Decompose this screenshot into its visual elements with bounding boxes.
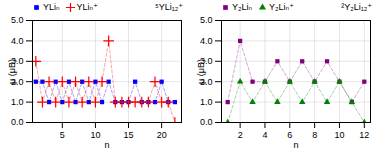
svg-text:μ (μB): μ (μB) (196, 59, 206, 84)
svg-text:5.0: 5.0 (200, 15, 213, 25)
svg-text:4.0: 4.0 (11, 36, 24, 46)
svg-text:3.0: 3.0 (11, 56, 24, 67)
svg-text:15: 15 (124, 130, 134, 140)
svg-text:μ (μB): μ (μB) (7, 59, 17, 84)
svg-text:0.0: 0.0 (11, 117, 24, 127)
svg-text:2: 2 (238, 130, 243, 140)
svg-text:n: n (104, 140, 109, 150)
html-text:Y₂Liₙ: Y₂Liₙ (232, 2, 253, 12)
html-text:YLiₙ: YLiₙ (43, 2, 60, 12)
html-text:²Y₂Li₁₂⁺: ²Y₂Li₁₂⁺ (341, 2, 372, 12)
svg-text:4: 4 (262, 130, 267, 140)
svg-text:1.0: 1.0 (11, 97, 24, 107)
svg-text:8: 8 (312, 130, 317, 140)
svg-text:6: 6 (287, 130, 292, 140)
svg-text:n: n (293, 140, 298, 150)
html-text:Y₂Liₙ⁺: Y₂Liₙ⁺ (269, 2, 294, 12)
svg-text:12: 12 (359, 130, 369, 140)
svg-text:2.0: 2.0 (200, 76, 213, 87)
svg-text:2.0: 2.0 (11, 76, 24, 87)
svg-text:5: 5 (60, 130, 65, 140)
svg-text:0.0: 0.0 (200, 117, 213, 127)
svg-text:10: 10 (334, 130, 344, 140)
svg-text:4.0: 4.0 (200, 36, 213, 46)
svg-text:10: 10 (90, 130, 100, 140)
svg-text:20: 20 (157, 130, 167, 140)
html-text:YLiₙ⁺: YLiₙ⁺ (76, 2, 98, 12)
html-text:⁵YLi₁₂⁺: ⁵YLi₁₂⁺ (155, 2, 183, 12)
svg-text:1.0: 1.0 (200, 97, 213, 107)
svg-text:5.0: 5.0 (11, 15, 24, 25)
svg-text:3.0: 3.0 (200, 56, 213, 67)
